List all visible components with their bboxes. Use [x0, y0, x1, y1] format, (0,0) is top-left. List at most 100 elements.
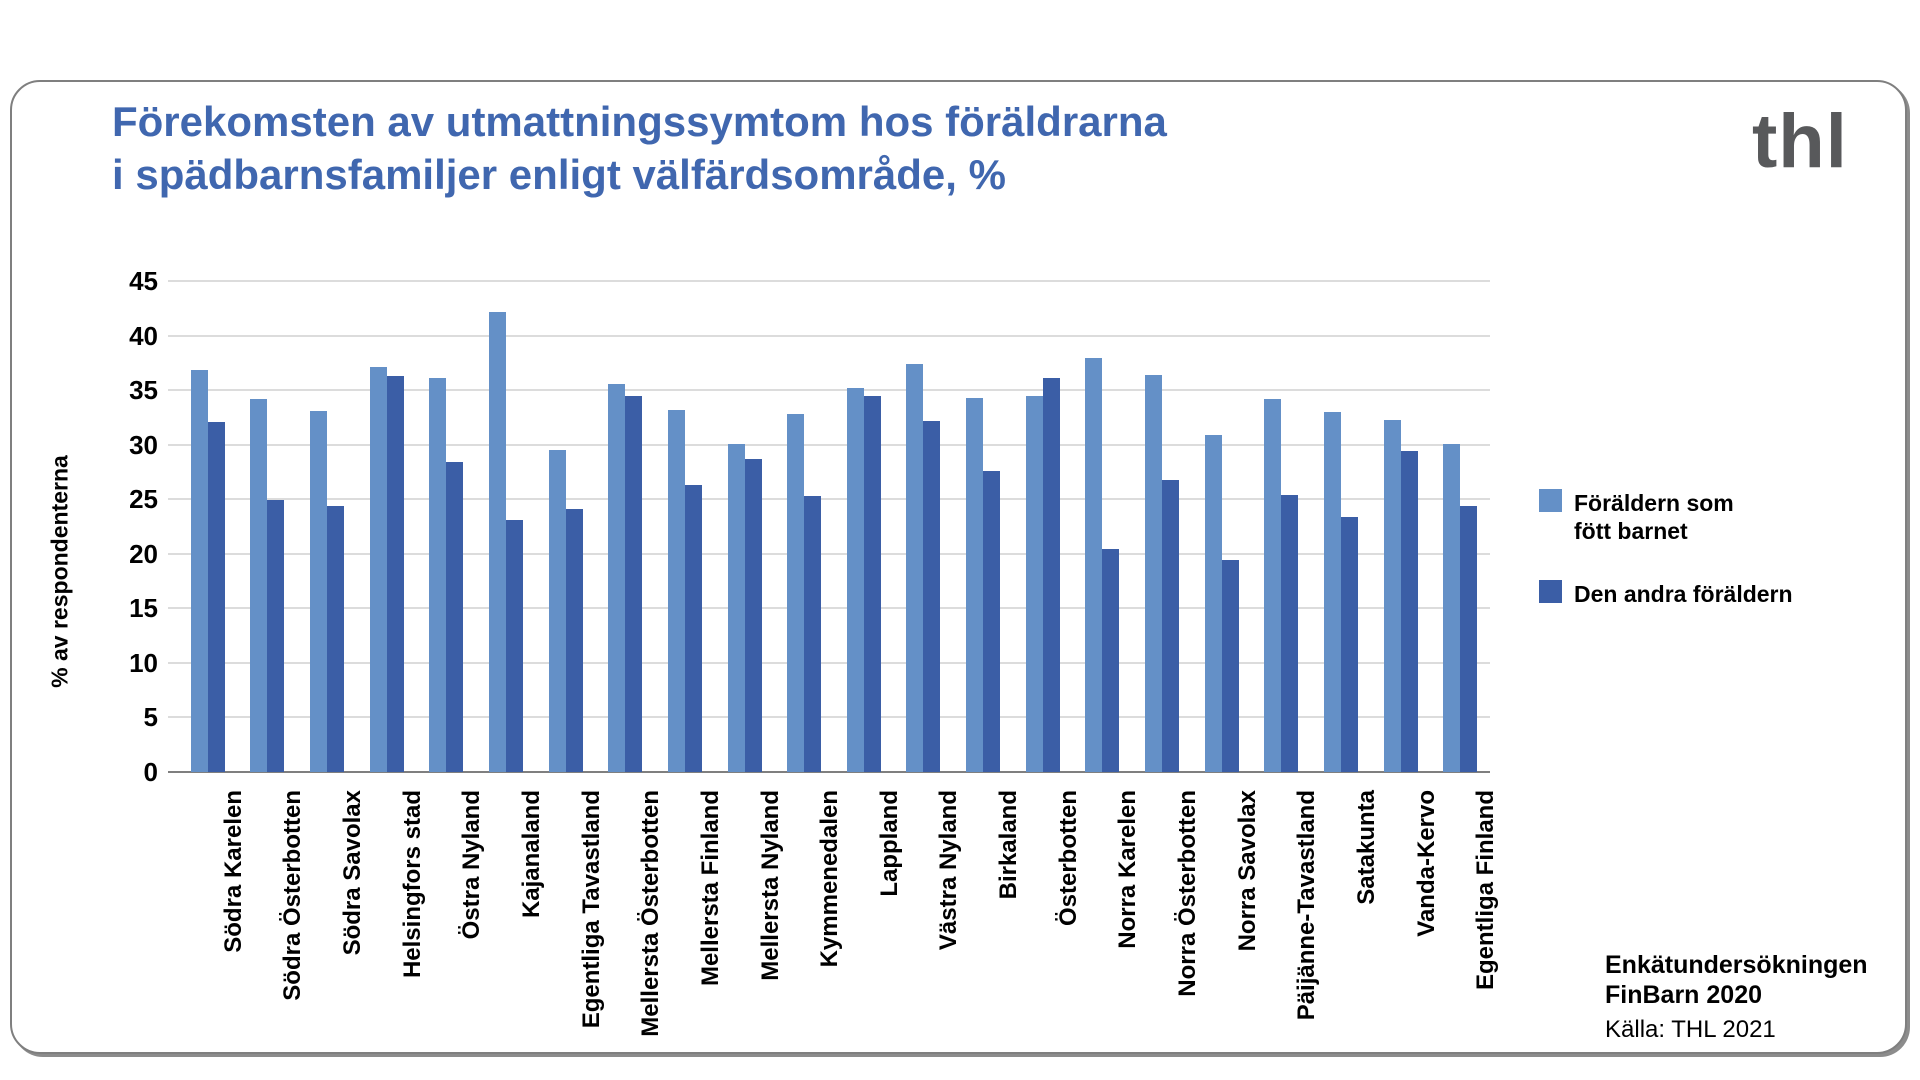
bar-series1-s-dra-karelen: [190, 370, 208, 772]
bar-series2-lappland: [863, 395, 881, 772]
gridline: [168, 552, 1490, 555]
bar-series1-egentliga-finland: [1443, 443, 1461, 772]
bar-series2-norra-savolax: [1221, 560, 1239, 772]
x-tick-label: Västra Nyland: [935, 790, 963, 951]
legend-label-line: fött barnet: [1574, 518, 1688, 544]
x-tick-label: Vanda-Kervo: [1412, 790, 1440, 937]
chart-title: Förekomsten av utmattningssymtom hos för…: [112, 95, 1167, 201]
y-tick-label: 10: [129, 647, 158, 678]
x-tick-label: Egentliga Tavastland: [577, 790, 605, 1029]
y-tick-label: 25: [129, 484, 158, 515]
bar-series2-mellersta-nyland: [744, 458, 762, 772]
gridline: [168, 607, 1490, 610]
y-tick-label: 30: [129, 429, 158, 460]
bar-series1-norra-karelen: [1085, 358, 1103, 772]
x-tick-label: Satakunta: [1352, 790, 1380, 905]
x-tick-label: Österbotten: [1054, 790, 1082, 927]
bar-series1-v-stra-nyland: [906, 363, 924, 772]
x-tick-label: Södra Savolax: [339, 790, 367, 956]
y-tick-label: 20: [129, 538, 158, 569]
x-tick-label: Egentliga Finland: [1472, 790, 1500, 991]
x-tick-label: Mellersta Finland: [696, 790, 724, 987]
bar-series2-helsingfors-stad: [386, 375, 404, 772]
y-tick-label: 15: [129, 593, 158, 624]
x-tick-label: Mellersta Nyland: [756, 790, 784, 981]
bar-series2--stra-nyland: [446, 462, 464, 772]
bar-series1-s-dra-savolax: [310, 410, 328, 772]
bar-series2-norra-karelen: [1102, 549, 1120, 772]
x-tick-label: Södra Österbotten: [279, 790, 307, 1001]
y-tick-label: 40: [129, 320, 158, 351]
gridline: [168, 280, 1490, 282]
y-axis-title: % av respondenterna: [46, 455, 73, 688]
x-axis-line: [168, 771, 1490, 773]
bar-series1-helsingfors-stad: [369, 367, 387, 772]
bar-series1-vanda-kervo: [1383, 419, 1401, 772]
bar-series2-satakunta: [1340, 516, 1358, 772]
bar-series2-vanda-kervo: [1400, 451, 1418, 772]
footer-study: Enkätundersökningen FinBarn 2020: [1605, 950, 1868, 1010]
y-tick-label: 35: [129, 375, 158, 406]
x-tick-label: Lappland: [875, 790, 903, 897]
x-tick-label: Östra Nyland: [458, 790, 486, 940]
gridline: [168, 716, 1490, 719]
bar-series1-mellersta-sterbotten: [608, 383, 626, 772]
gridline: [168, 334, 1490, 337]
bar-series1-kymmenedalen: [787, 414, 805, 772]
chart-title-line1: Förekomsten av utmattningssymtom hos för…: [112, 98, 1167, 145]
x-tick-label: Södra Karelen: [219, 790, 247, 953]
thl-logo: thl: [1752, 99, 1848, 184]
bar-series1-egentliga-tavastland: [548, 450, 566, 772]
bar-series2-v-stra-nyland: [923, 420, 941, 772]
legend-swatch-dark: [1539, 580, 1562, 603]
bar-series2-kymmenedalen: [804, 495, 822, 772]
footer-source: Källa: THL 2021: [1605, 1016, 1776, 1043]
x-tick-label: Kymmenedalen: [816, 790, 844, 968]
bar-series1--stra-nyland: [429, 378, 447, 772]
x-tick-label: Kajanaland: [518, 790, 545, 919]
bar-series2-p-ij-nne-tavastland: [1281, 494, 1299, 772]
bar-series2-mellersta-finland: [684, 485, 702, 772]
y-tick-label: 45: [129, 266, 158, 296]
bar-series1-birkaland: [966, 397, 984, 772]
x-tick-label: Mellersta Österbotten: [637, 790, 665, 1037]
y-tick-label: 5: [143, 702, 158, 733]
bar-series1-kajanaland: [489, 311, 506, 772]
bar-series2--sterbotten: [1042, 378, 1060, 772]
gridline: [168, 661, 1490, 664]
bar-series1-mellersta-finland: [667, 409, 685, 772]
bar-series1-norra-savolax: [1204, 434, 1222, 772]
gridline: [168, 389, 1490, 392]
bar-series1-norra-sterbotten: [1145, 374, 1162, 772]
gridline: [168, 443, 1490, 446]
bar-series2-egentliga-tavastland: [565, 509, 583, 772]
x-tick-label: Norra Österbotten: [1174, 790, 1201, 997]
bar-series2-norra-sterbotten: [1162, 479, 1179, 772]
bar-series1-p-ij-nne-tavastland: [1264, 398, 1282, 772]
x-tick-label: Päijänne-Tavastland: [1293, 790, 1321, 1021]
bar-series2-s-dra-sterbotten: [267, 500, 285, 772]
legend-label-line: Föräldern som: [1574, 490, 1734, 516]
bar-series1-s-dra-sterbotten: [250, 398, 268, 772]
legend-swatch-light: [1539, 489, 1562, 512]
footer-study-line2: FinBarn 2020: [1605, 981, 1763, 1009]
bar-series2-mellersta-sterbotten: [625, 395, 643, 772]
gridline: [168, 498, 1490, 501]
bar-series2-s-dra-savolax: [327, 505, 345, 772]
bar-series2-birkaland: [983, 470, 1001, 772]
y-tick-label: 0: [143, 757, 158, 787]
bar-series2-kajanaland: [506, 519, 523, 772]
x-tick-label: Helsingfors stad: [398, 790, 426, 979]
bar-series1-lappland: [846, 387, 864, 772]
chart-title-line2: i spädbarnsfamiljer enligt välfärdsområd…: [112, 151, 1006, 198]
x-tick-label: Norra Karelen: [1114, 790, 1142, 949]
x-tick-label: Birkaland: [995, 790, 1023, 900]
legend-label: Föräldern som fött barnet: [1574, 489, 1734, 545]
bar-series1-satakunta: [1323, 411, 1341, 772]
x-tick-label: Norra Savolax: [1233, 790, 1261, 952]
footer-study-line1: Enkätundersökningen: [1605, 951, 1868, 979]
legend-label: Den andra föräldern: [1574, 580, 1793, 608]
bar-series2-egentliga-finland: [1460, 505, 1478, 772]
legend-label-line: Den andra föräldern: [1574, 581, 1793, 607]
